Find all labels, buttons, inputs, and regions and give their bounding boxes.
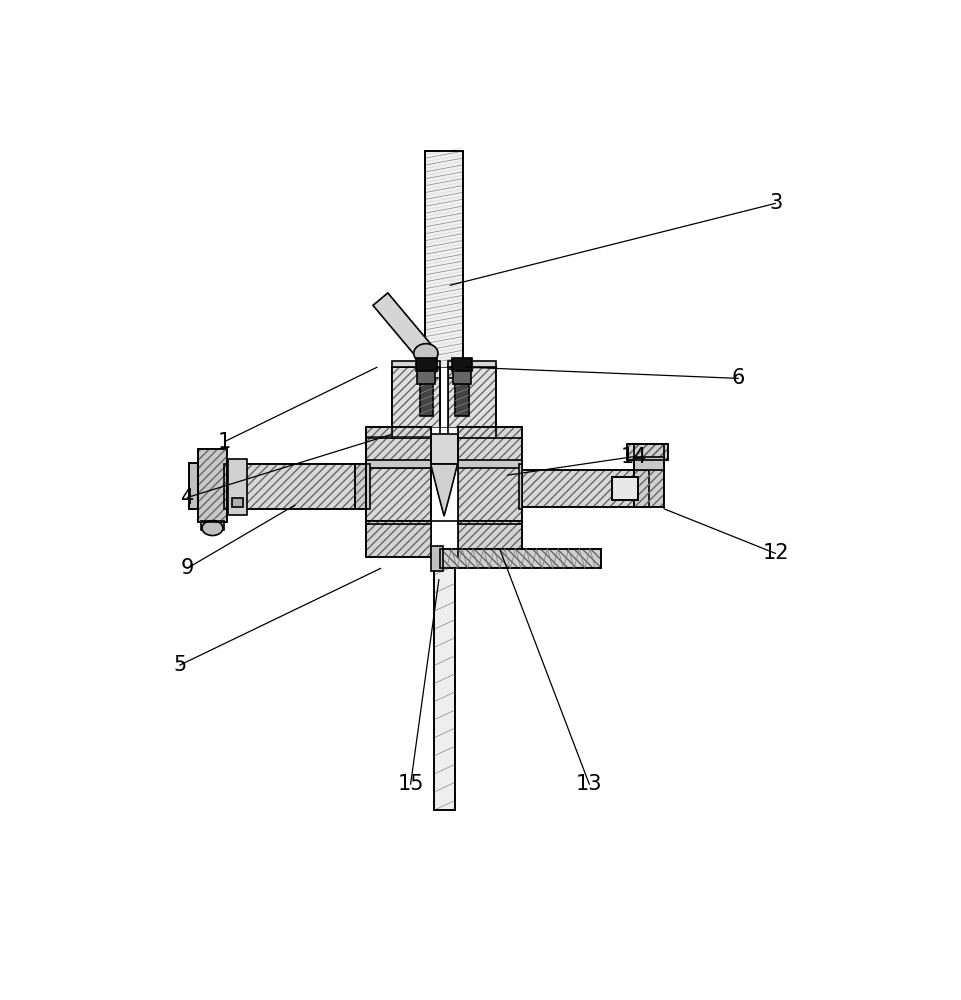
Bar [228, 459, 247, 515]
Ellipse shape [202, 521, 223, 536]
Polygon shape [431, 464, 457, 516]
Text: 13: 13 [576, 774, 603, 794]
Bar [440, 549, 601, 568]
Bar [355, 464, 366, 509]
Bar [198, 449, 227, 522]
Bar [457, 427, 523, 524]
Bar [392, 361, 440, 367]
Bar [431, 427, 457, 524]
Bar [457, 427, 523, 524]
Bar [448, 367, 496, 438]
Bar [634, 444, 664, 507]
Bar [634, 444, 664, 507]
Bar [448, 361, 496, 367]
Bar [612, 477, 638, 500]
Text: 14: 14 [621, 447, 648, 467]
Bar [420, 371, 433, 416]
Bar [431, 521, 457, 557]
Bar [355, 464, 366, 509]
Bar [453, 371, 471, 384]
Bar [426, 151, 463, 371]
Bar [440, 549, 601, 568]
Bar [366, 427, 431, 524]
Text: 6: 6 [731, 368, 745, 388]
Ellipse shape [414, 344, 438, 363]
Bar [366, 460, 431, 468]
Bar [225, 464, 366, 509]
Text: 9: 9 [181, 558, 194, 578]
Bar [457, 460, 523, 468]
Bar [433, 557, 455, 810]
Bar [198, 449, 227, 522]
Bar [456, 371, 469, 416]
Bar [431, 546, 443, 571]
Bar [189, 463, 198, 509]
Bar [392, 367, 440, 438]
Bar [431, 434, 457, 464]
Bar [225, 464, 366, 509]
Bar [366, 464, 370, 509]
Bar [448, 367, 496, 438]
Bar [523, 470, 649, 507]
Bar [634, 444, 664, 507]
Bar [519, 464, 523, 509]
Text: 12: 12 [762, 543, 789, 563]
Bar [417, 371, 435, 384]
Bar [627, 444, 668, 460]
Bar [452, 358, 473, 371]
Bar [634, 457, 664, 470]
Bar [457, 427, 523, 524]
Bar [189, 463, 198, 509]
Text: 1: 1 [218, 432, 231, 452]
Bar [366, 436, 431, 468]
Bar [366, 521, 523, 557]
Bar [423, 369, 465, 378]
Bar [232, 498, 243, 507]
Bar [355, 464, 366, 509]
Bar [440, 367, 448, 438]
Bar [523, 470, 649, 507]
Text: 15: 15 [397, 774, 424, 794]
Bar [201, 521, 225, 530]
Bar [523, 470, 649, 507]
Bar [366, 521, 523, 557]
Text: 5: 5 [173, 655, 186, 675]
Bar [627, 444, 668, 460]
Bar [198, 449, 227, 522]
Bar [416, 358, 436, 371]
Bar [440, 549, 601, 568]
Bar [392, 367, 440, 438]
Text: 3: 3 [769, 193, 782, 213]
Bar [627, 444, 668, 460]
Bar [366, 427, 431, 524]
Bar [225, 464, 366, 509]
Text: 4: 4 [181, 488, 194, 508]
Bar [392, 367, 440, 438]
Bar [612, 477, 638, 500]
Bar [448, 367, 496, 438]
Bar [366, 521, 523, 557]
Bar [426, 151, 463, 371]
Bar [366, 427, 431, 524]
Polygon shape [373, 293, 433, 360]
Bar [433, 557, 455, 810]
